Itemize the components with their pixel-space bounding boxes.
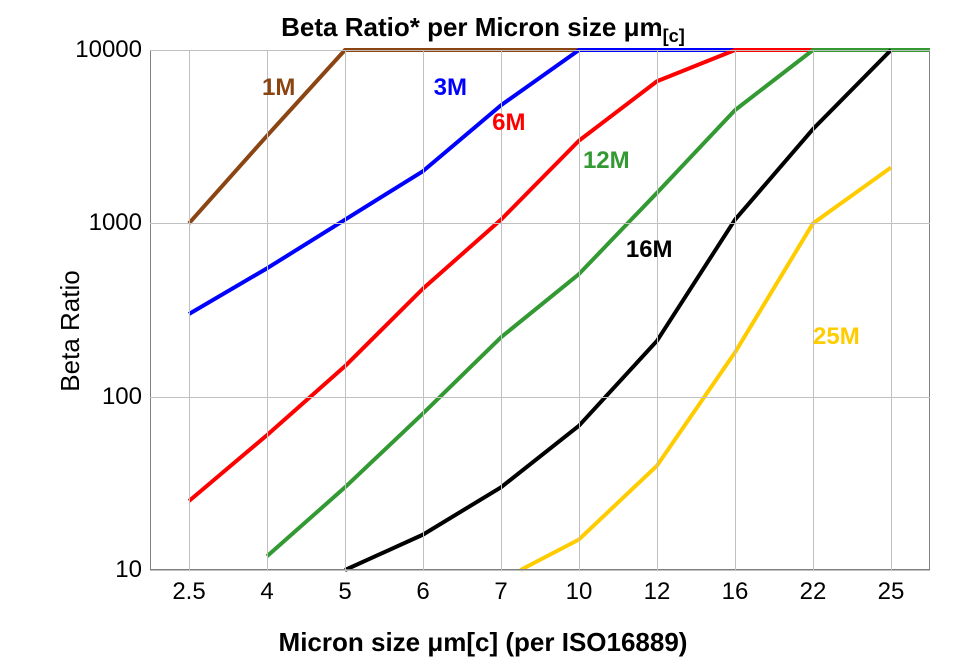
title-sub: [c] [663, 26, 685, 46]
gridline-v [579, 50, 580, 570]
series-label-16M: 16M [626, 236, 673, 264]
gridline-h [150, 223, 930, 224]
series-line-16M [345, 50, 891, 570]
x-tick-label: 4 [260, 570, 273, 606]
x-tick-label: 5 [338, 570, 351, 606]
gridline-h [150, 570, 930, 571]
series-line-6M [189, 50, 930, 501]
gridline-v [813, 50, 814, 570]
gridline-h [150, 50, 930, 51]
x-tick-label: 6 [416, 570, 429, 606]
xlabel-sub: [c] [466, 627, 498, 657]
series-label-12M: 12M [583, 147, 630, 175]
xlabel-tail: (per ISO16889) [498, 627, 687, 657]
gridline-v [345, 50, 346, 570]
gridline-v [735, 50, 736, 570]
y-tick-label: 100 [102, 383, 150, 411]
x-tick-label: 25 [878, 570, 905, 606]
y-tick-label: 1000 [89, 209, 150, 237]
series-label-25M: 25M [813, 323, 860, 351]
series-label-6M: 6M [492, 109, 525, 137]
y-tick-label: 10000 [75, 36, 150, 64]
x-tick-label: 22 [800, 570, 827, 606]
gridline-v [267, 50, 268, 570]
gridline-h [150, 397, 930, 398]
x-tick-label: 7 [494, 570, 507, 606]
title-text: Beta Ratio* per Micron size μm [281, 12, 662, 42]
x-tick-label: 16 [722, 570, 749, 606]
beta-ratio-chart: Beta Ratio* per Micron size μm[c] Beta R… [0, 0, 966, 662]
x-tick-label: 10 [566, 570, 593, 606]
x-tick-label: 2.5 [172, 570, 205, 606]
x-axis-label: Micron size μm[c] (per ISO16889) [0, 627, 966, 658]
xlabel-text: Micron size μm [279, 627, 467, 657]
gridline-v [189, 50, 190, 570]
series-line-1M [189, 50, 930, 223]
series-line-25M [521, 167, 892, 570]
gridline-v [657, 50, 658, 570]
gridline-v [423, 50, 424, 570]
gridline-v [891, 50, 892, 570]
series-label-3M: 3M [434, 74, 467, 102]
y-tick-label: 10 [115, 556, 150, 584]
x-tick-label: 12 [644, 570, 671, 606]
y-axis-label: Beta Ratio [55, 270, 86, 391]
series-label-1M: 1M [262, 74, 295, 102]
plot-area: 2.545671012162225101001000100001M3M6M12M… [150, 50, 930, 570]
series-line-3M [189, 50, 930, 314]
